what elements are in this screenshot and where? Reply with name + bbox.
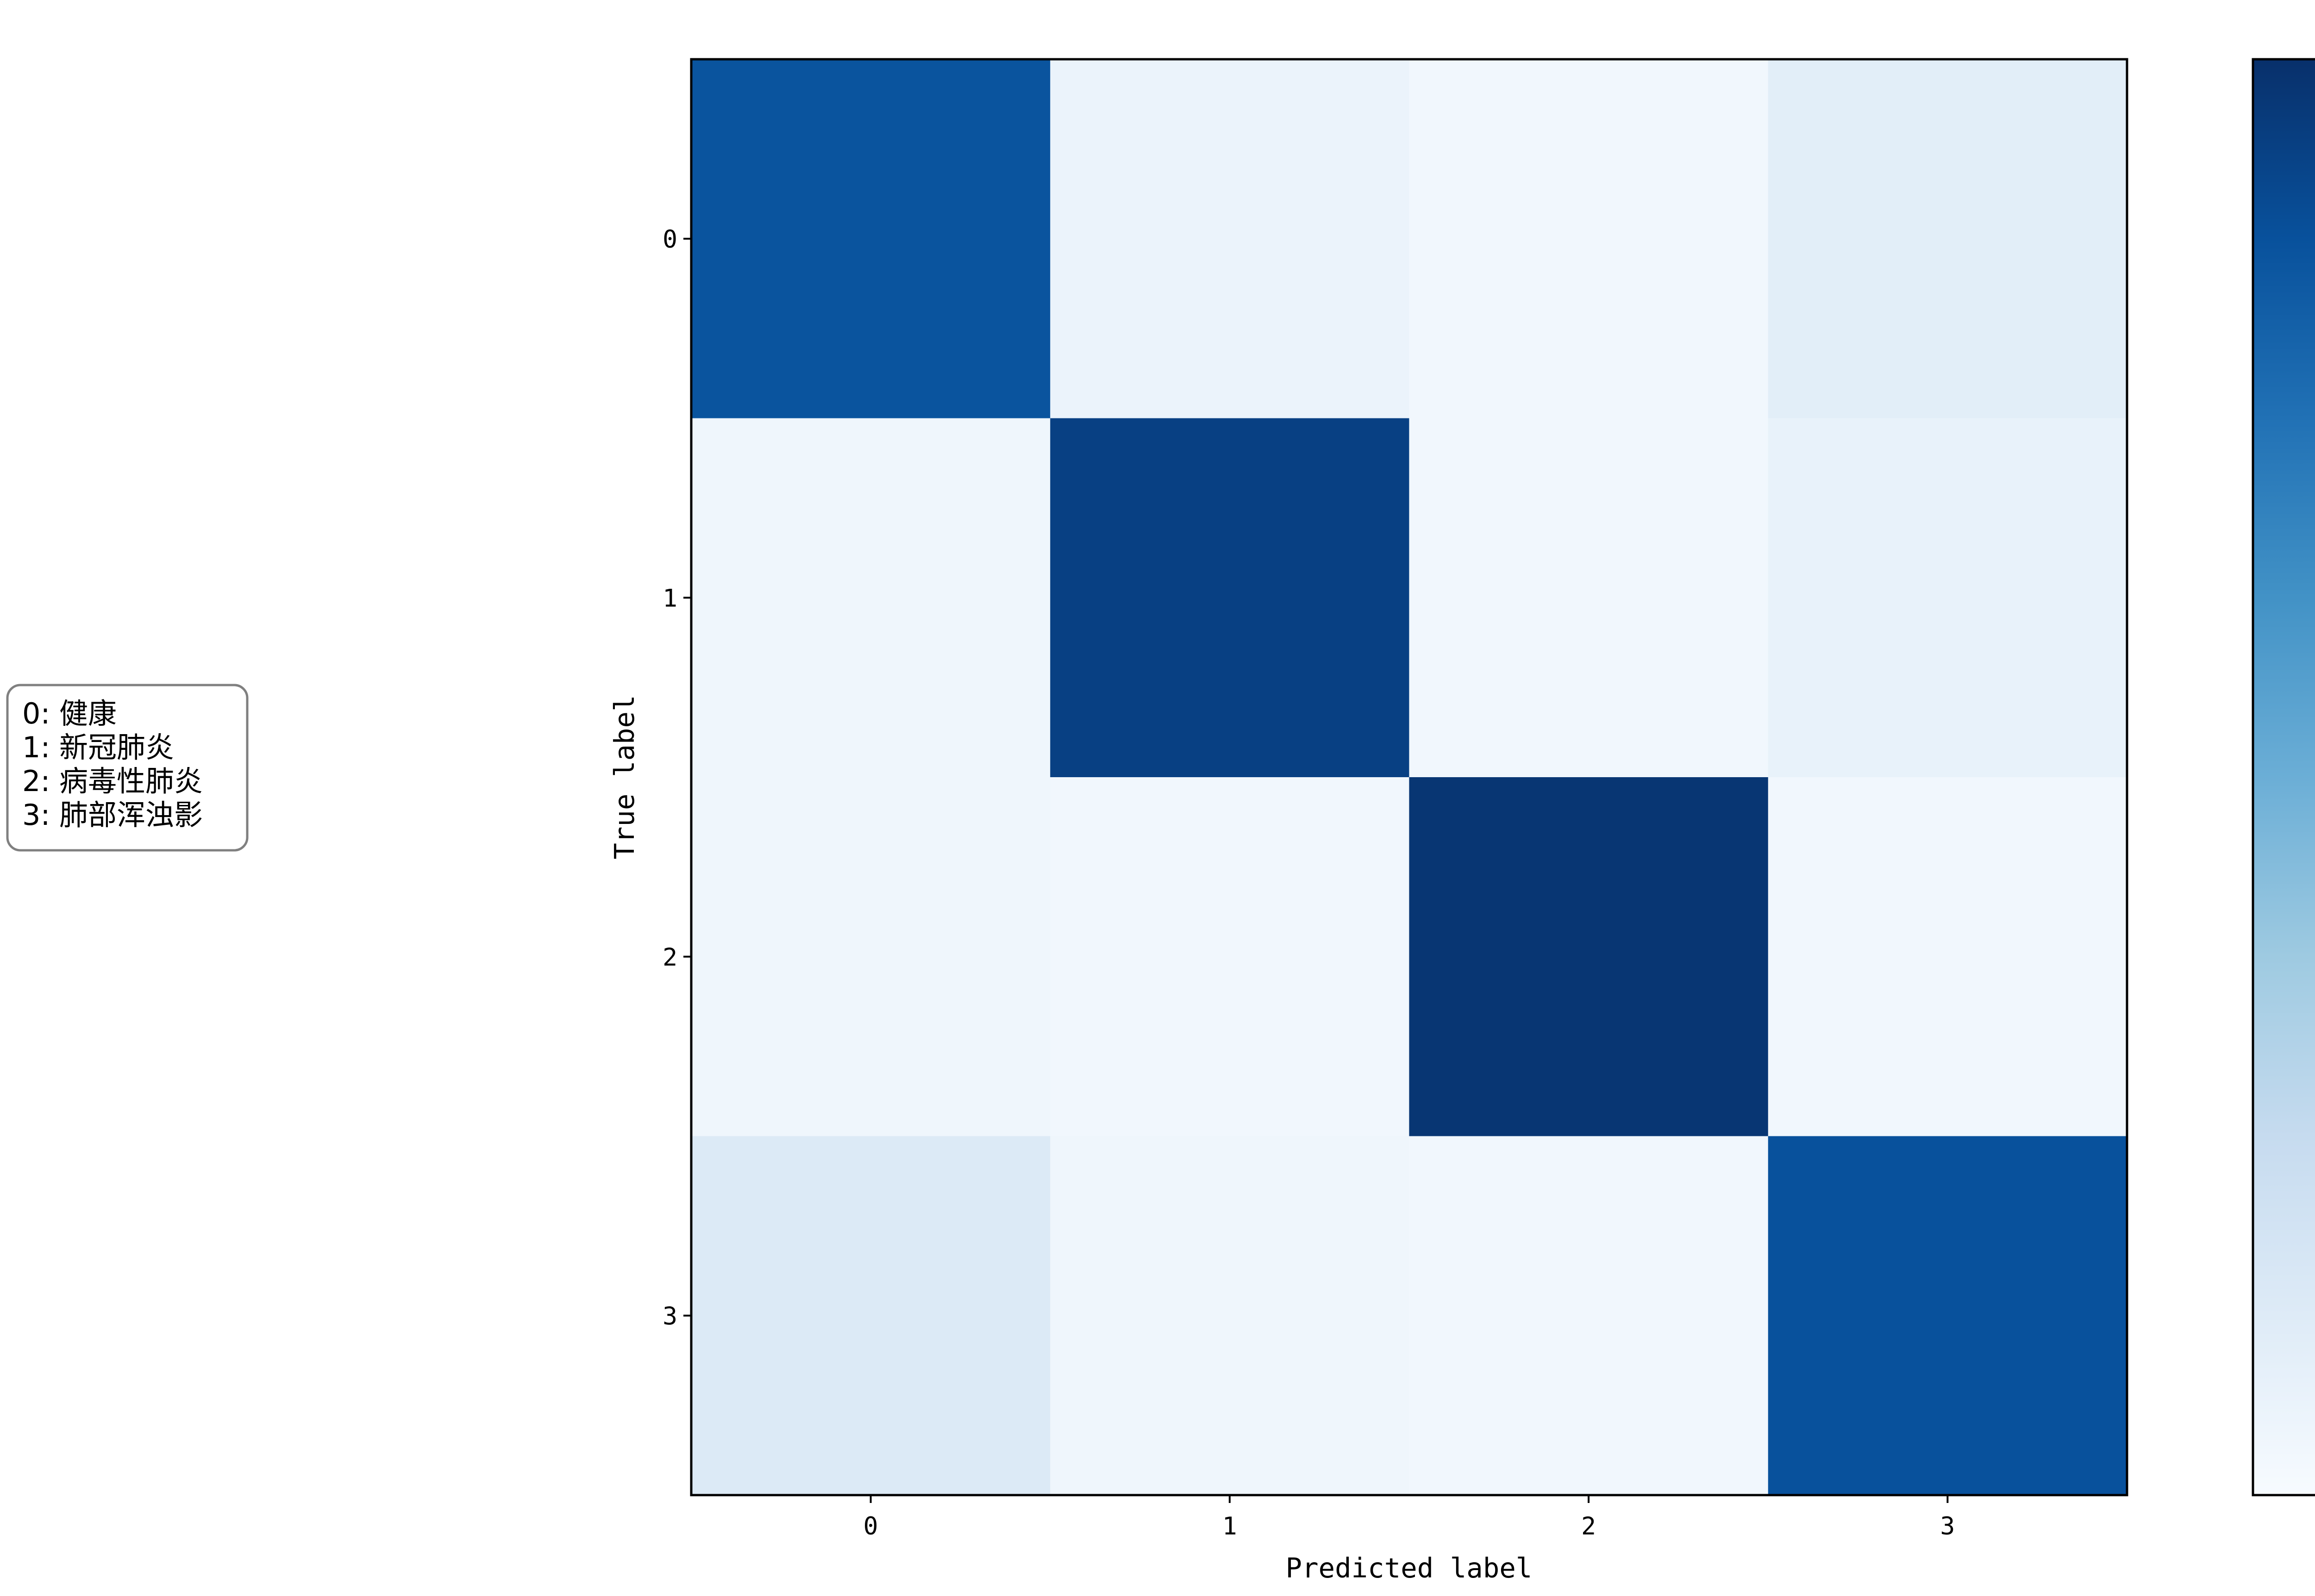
legend-line: 1: 新冠肺炎: [22, 730, 174, 764]
heatmap-cell: [1050, 418, 1409, 778]
heatmap-cells: [691, 59, 2127, 1496]
y-tick-label: 3: [663, 1302, 677, 1330]
class-legend: 0: 健康 1: 新冠肺炎 2: 病毒性肺炎 3: 肺部浑浊影: [6, 684, 249, 852]
y-axis-label: True label: [608, 695, 640, 859]
legend-line: 3: 肺部浑浊影: [22, 798, 203, 832]
legend-line: 0: 健康: [22, 697, 117, 730]
plot-frame: [690, 58, 2128, 1496]
heatmap-cell: [1050, 59, 1409, 418]
x-axis-ticks: 0 1 2 3: [863, 1495, 1955, 1540]
y-tick-label: 1: [663, 584, 677, 612]
x-tick-label: 3: [1940, 1512, 1955, 1540]
x-tick-label: 0: [863, 1512, 878, 1540]
heatmap-cell: [691, 418, 1051, 778]
heatmap-cell: [691, 1136, 1051, 1496]
legend-box: [6, 684, 249, 852]
x-tick-label: 2: [1581, 1512, 1596, 1540]
heatmap-cell: [1768, 1136, 2127, 1496]
heatmap-cell: [1768, 777, 2127, 1136]
x-tick-label: 1: [1222, 1512, 1237, 1540]
heatmap-cell: [691, 59, 1051, 418]
y-axis-ticks: 0 1 2 3: [663, 225, 691, 1330]
heatmap-cell: [1409, 777, 1769, 1136]
heatmap-cell: [1768, 418, 2127, 778]
colorbar: [2252, 58, 2315, 1496]
y-tick-label: 2: [663, 943, 677, 972]
heatmap-cell: [1409, 1136, 1769, 1496]
x-axis-label: Predicted label: [1286, 1552, 1533, 1584]
y-tick-label: 0: [663, 225, 677, 254]
heatmap-cell: [1409, 59, 1769, 418]
heatmap-cell: [691, 777, 1051, 1136]
heatmap-cell: [1050, 1136, 1409, 1496]
heatmap-cell: [1050, 777, 1409, 1136]
legend-line: 2: 病毒性肺炎: [22, 764, 203, 798]
heatmap-cell: [1409, 418, 1769, 778]
heatmap-cell: [1768, 59, 2127, 418]
